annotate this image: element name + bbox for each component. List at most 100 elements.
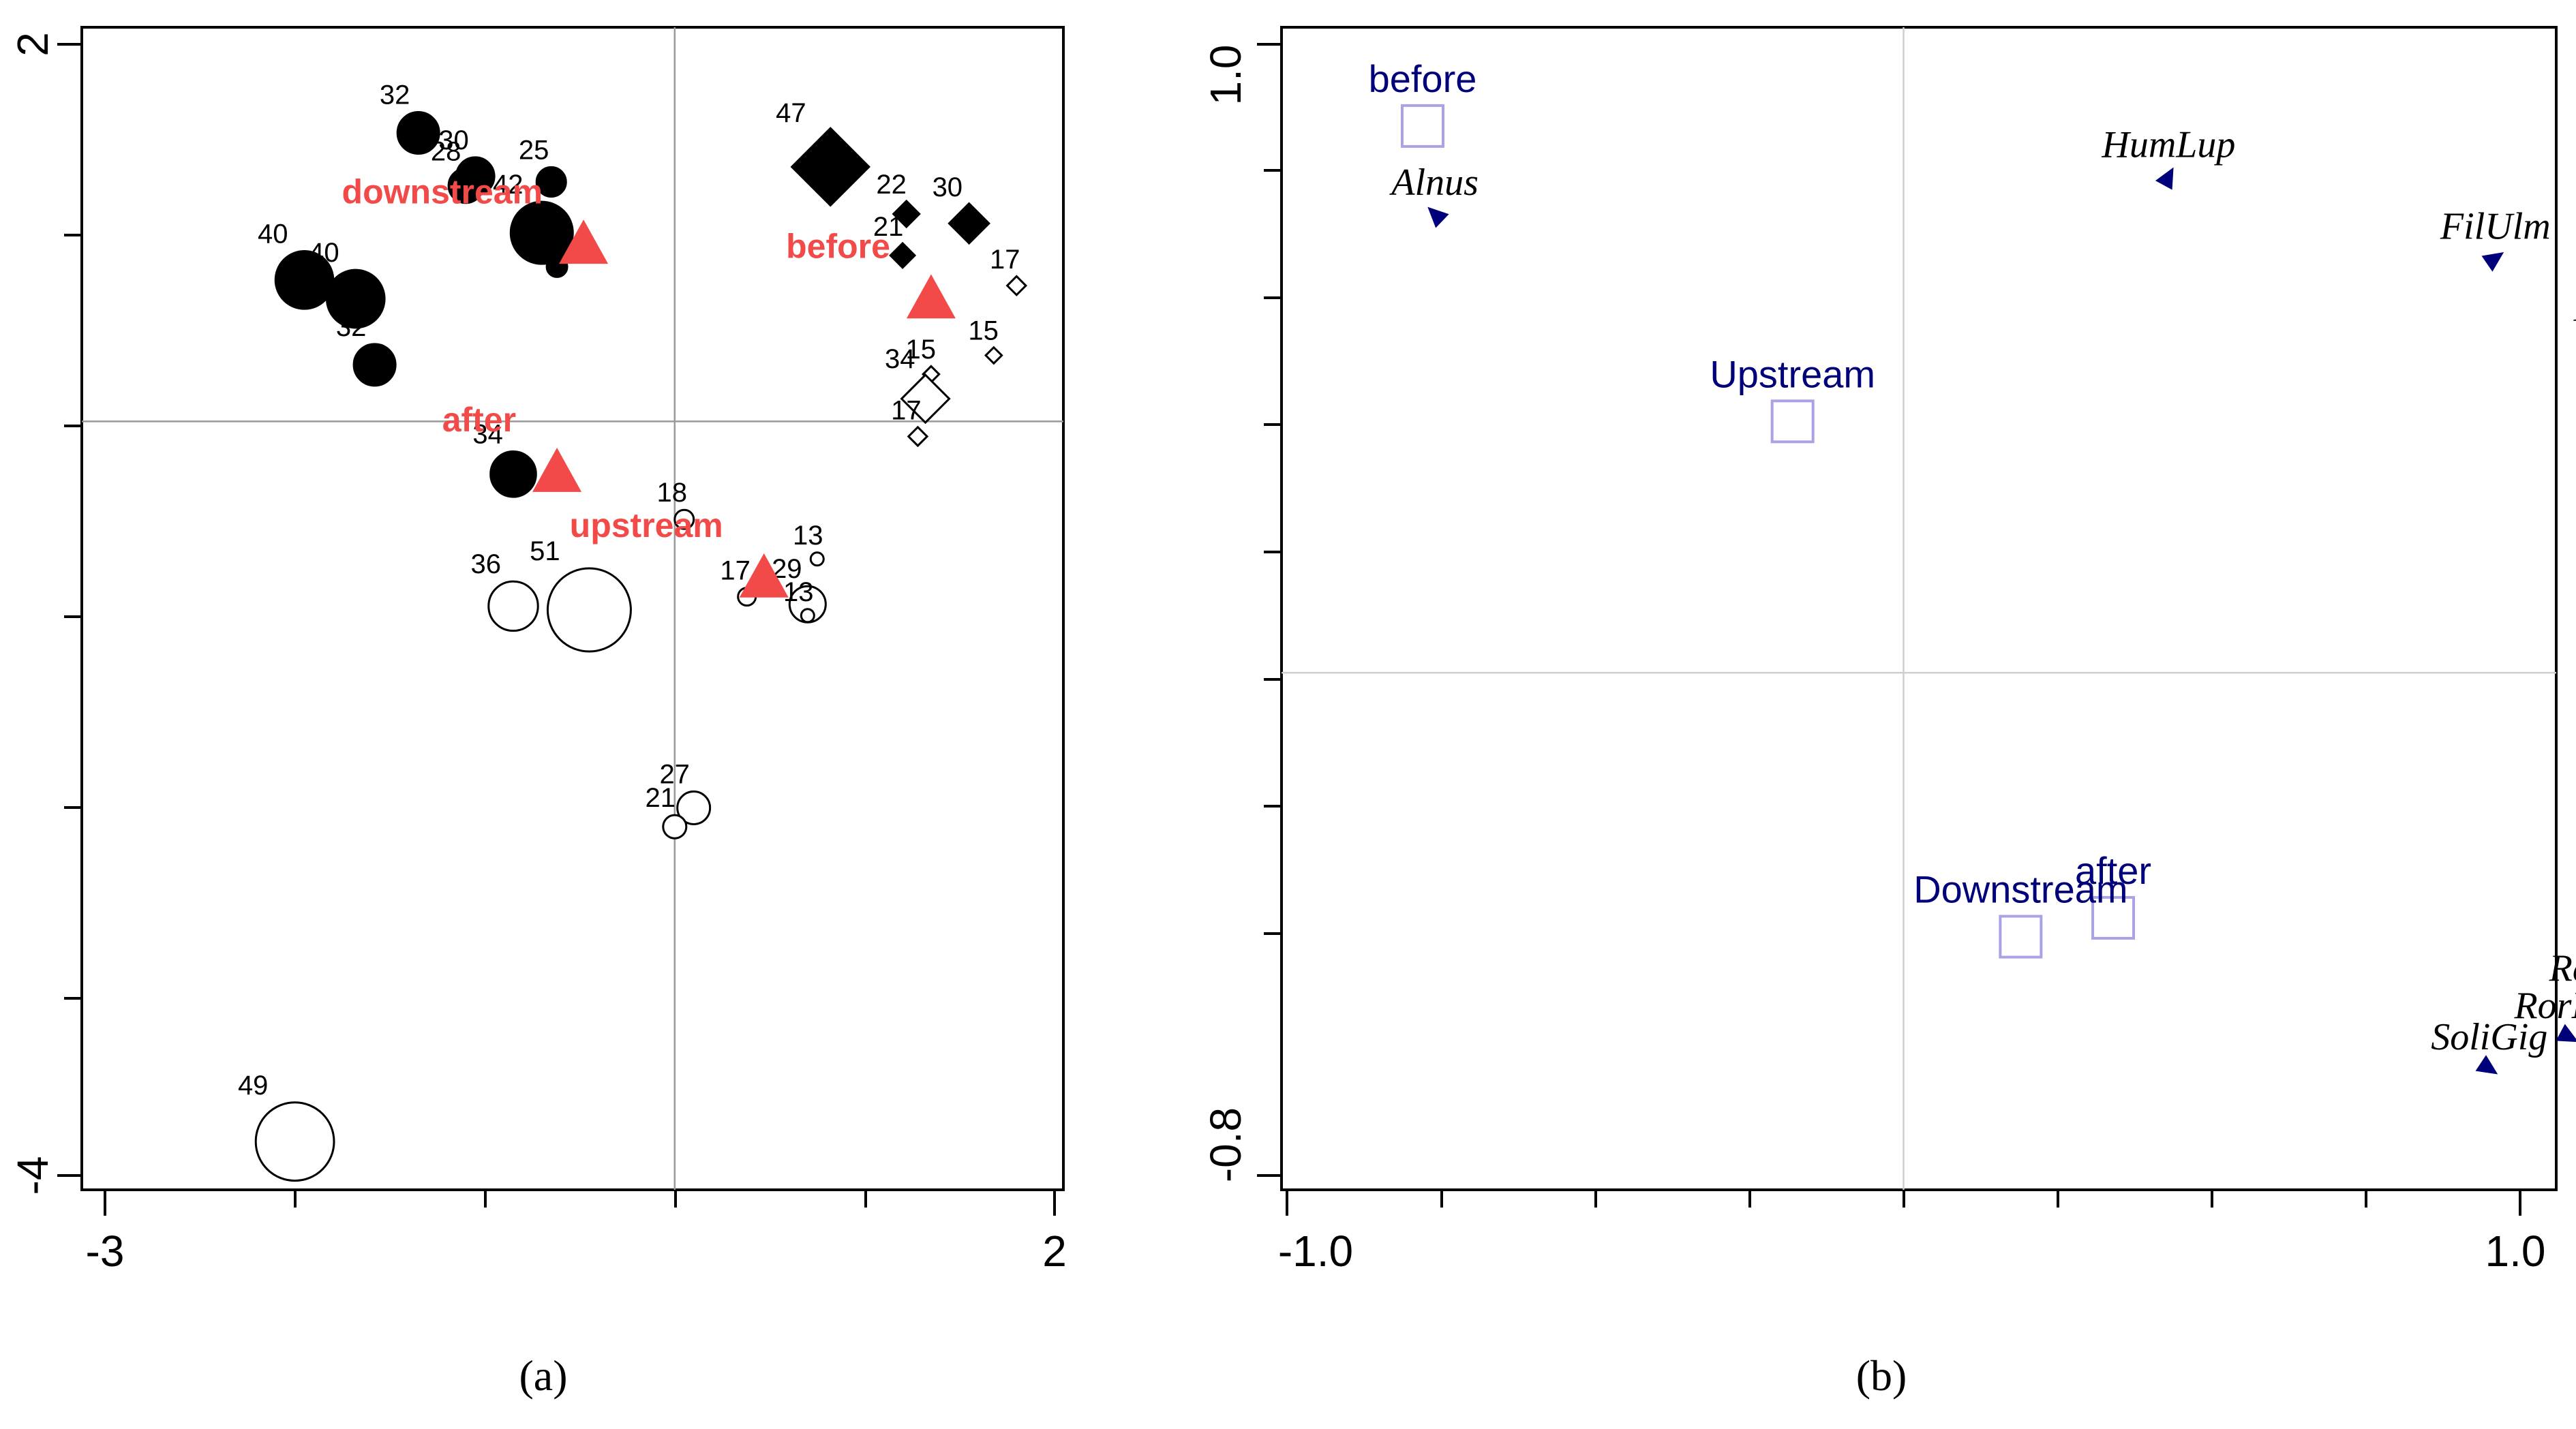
sample-label-22: 21 xyxy=(873,212,904,242)
sample-label-5: 19 xyxy=(529,225,560,255)
species-label-SoliGig: SoliGig xyxy=(2431,1016,2547,1058)
species-label-RumObt: RumObt xyxy=(2573,287,2576,329)
factor-triangle-before xyxy=(906,274,956,319)
sample-label-8: 32 xyxy=(336,312,367,342)
sample-point-7 xyxy=(325,268,386,329)
sample-label-2: 30 xyxy=(438,125,469,155)
sample-label-9: 34 xyxy=(472,419,503,449)
species-label-RorPal: RorPal xyxy=(2513,985,2576,1027)
sample-label-27: 34 xyxy=(885,344,915,374)
panel-b-species-arrows: AlnusHumLupFilUlmRumObtMentAqUrtDioPoaTr… xyxy=(1389,124,2576,1075)
factor-triangle-downstream xyxy=(559,219,609,264)
panel-b-x-tick-max: 1.0 xyxy=(2485,1227,2546,1276)
sample-point-19 xyxy=(254,1101,335,1182)
panel-b-y-tick-max: 1.0 xyxy=(1201,45,1250,106)
factor-square-Upstream xyxy=(1770,399,1815,444)
sample-point-8 xyxy=(352,343,397,387)
sample-label-14: 13 xyxy=(783,577,814,607)
panel-a-x-tick-max: 2 xyxy=(1042,1227,1067,1276)
species-arrow-RorPal xyxy=(2556,1024,2576,1043)
sample-point-16 xyxy=(546,567,632,653)
panel-a-x-tick-min: -3 xyxy=(86,1227,125,1276)
sample-point-18 xyxy=(662,814,688,840)
factor-label-after: after xyxy=(2075,849,2151,892)
sample-label-1: 28 xyxy=(431,136,461,166)
species-arrow-SoliGig xyxy=(2475,1055,2498,1075)
panel-b-x-tick-min: -1.0 xyxy=(1278,1227,1353,1276)
sample-label-23: 30 xyxy=(933,172,963,202)
species-label-RanSce: RanSce xyxy=(2549,947,2576,989)
sample-point-20 xyxy=(790,127,870,207)
sample-label-12: 17 xyxy=(720,556,751,586)
sample-label-15: 36 xyxy=(471,549,502,579)
panel-b-caption: (b) xyxy=(1856,1351,1907,1400)
sample-point-15 xyxy=(487,580,539,632)
factor-label-before: before xyxy=(1369,57,1477,100)
panel-b-y-tick-min: -0.8 xyxy=(1201,1107,1250,1182)
sample-label-6: 40 xyxy=(258,219,288,249)
panel-a-caption: (a) xyxy=(519,1351,567,1400)
sample-point-10 xyxy=(673,508,695,530)
sample-label-28: 17 xyxy=(891,395,922,425)
sample-point-0 xyxy=(396,111,440,155)
sample-label-24: 17 xyxy=(990,245,1020,275)
sample-point-24 xyxy=(1005,275,1028,296)
species-label-HumLup: HumLup xyxy=(2101,124,2235,166)
sample-label-3: 25 xyxy=(519,135,549,165)
factor-label-before: before xyxy=(786,228,890,266)
sample-label-20: 47 xyxy=(776,98,806,128)
factor-square-Downstream xyxy=(1999,915,2043,959)
sample-point-23 xyxy=(948,202,990,245)
factor-square-before xyxy=(1400,104,1444,148)
panel-a-y-ticks xyxy=(57,43,82,1177)
panel-a-frame xyxy=(80,26,1065,1191)
sample-point-28 xyxy=(907,425,929,448)
sample-label-17: 27 xyxy=(659,760,690,790)
species-arrow-HumLup xyxy=(2155,167,2174,190)
sample-point-4 xyxy=(509,200,574,265)
sample-point-26 xyxy=(984,345,1003,365)
species-label-FilUlm: FilUlm xyxy=(2440,206,2551,248)
panel-a-y-tick-min: -4 xyxy=(8,1156,57,1195)
sample-label-0: 32 xyxy=(380,80,410,110)
panel-b: -1.0 1.0 1.0 -0.8 before Upstream afterDow… xyxy=(1201,26,2576,1400)
species-arrow-Alnus xyxy=(1427,206,1449,228)
sample-point-2 xyxy=(455,156,496,196)
sample-label-26: 15 xyxy=(968,316,999,345)
sample-point-27 xyxy=(900,373,951,425)
factor-square-after xyxy=(2091,895,2136,940)
panel-b-y-ticks xyxy=(1257,43,1282,1177)
factor-label-Downstream: Downstream xyxy=(1913,868,2127,911)
sample-label-21: 22 xyxy=(876,170,907,200)
sample-point-21 xyxy=(892,199,921,229)
factor-triangle-upstream xyxy=(739,553,789,598)
species-label-Alnus: Alnus xyxy=(1389,162,1479,204)
factor-label-upstream: upstream xyxy=(570,506,723,544)
factor-triangle-after xyxy=(532,448,582,492)
sample-label-7: 40 xyxy=(309,238,339,268)
sample-point-14 xyxy=(800,608,815,624)
panel-b-x-ticks xyxy=(1286,1190,2521,1216)
sample-label-18: 21 xyxy=(646,783,676,813)
sample-point-3 xyxy=(535,166,567,198)
species-arrow-FilUlm xyxy=(2481,252,2504,272)
sample-point-9 xyxy=(489,450,537,498)
panel-a-factor-centroids: downstream before after upstream xyxy=(342,172,956,598)
sample-point-22 xyxy=(889,241,917,269)
sample-label-4: 42 xyxy=(493,170,524,200)
panel-a-y-tick-max: 2 xyxy=(8,32,57,57)
factor-label-downstream: downstream xyxy=(342,172,543,211)
sample-label-25: 15 xyxy=(905,335,936,365)
panel-a-x-ticks xyxy=(104,1190,1056,1216)
factor-label-after: after xyxy=(442,401,516,439)
sample-label-11: 13 xyxy=(793,521,823,551)
sample-label-10: 18 xyxy=(657,478,688,508)
sample-label-19: 49 xyxy=(238,1071,269,1101)
factor-label-Upstream: Upstream xyxy=(1710,352,1875,395)
sample-point-11 xyxy=(809,551,825,567)
panel-b-frame xyxy=(1280,26,2558,1191)
